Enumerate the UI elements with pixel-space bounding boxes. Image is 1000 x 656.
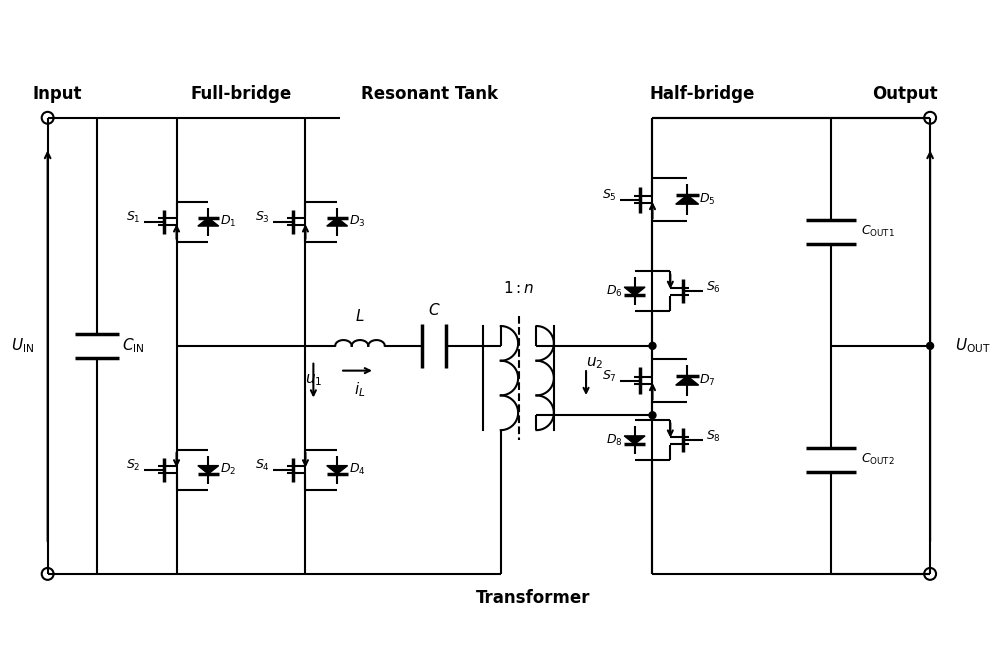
Text: $U_\mathrm{IN}$: $U_\mathrm{IN}$	[11, 337, 34, 355]
Text: $i_L$: $i_L$	[354, 380, 366, 400]
Circle shape	[649, 342, 656, 349]
Text: $L$: $L$	[355, 308, 365, 324]
Text: $S_1$: $S_1$	[126, 211, 141, 226]
Polygon shape	[624, 436, 645, 444]
Polygon shape	[198, 466, 219, 474]
Text: $D_2$: $D_2$	[220, 462, 236, 478]
Text: $D_7$: $D_7$	[699, 373, 716, 388]
Text: $S_7$: $S_7$	[602, 369, 617, 384]
Text: $S_6$: $S_6$	[706, 280, 721, 295]
Polygon shape	[624, 287, 645, 295]
Polygon shape	[327, 466, 348, 474]
Text: $C_\mathrm{OUT1}$: $C_\mathrm{OUT1}$	[861, 224, 895, 239]
Text: $D_1$: $D_1$	[220, 215, 237, 230]
Text: $C_\mathrm{IN}$: $C_\mathrm{IN}$	[122, 337, 145, 355]
Polygon shape	[327, 218, 348, 226]
Text: Half-bridge: Half-bridge	[649, 85, 755, 103]
Text: Transformer: Transformer	[476, 589, 591, 607]
Text: Full-bridge: Full-bridge	[190, 85, 292, 103]
Text: Output: Output	[873, 85, 938, 103]
Circle shape	[649, 412, 656, 419]
Text: $u_1$: $u_1$	[305, 373, 322, 388]
Text: $S_5$: $S_5$	[602, 188, 617, 203]
Text: $D_5$: $D_5$	[699, 192, 716, 207]
Text: $C$: $C$	[428, 302, 441, 318]
Text: $C_\mathrm{OUT2}$: $C_\mathrm{OUT2}$	[861, 453, 895, 468]
Polygon shape	[198, 218, 219, 226]
Text: $D_8$: $D_8$	[606, 432, 623, 447]
Polygon shape	[676, 376, 699, 385]
Text: $D_6$: $D_6$	[606, 284, 623, 299]
Text: Resonant Tank: Resonant Tank	[361, 85, 498, 103]
Text: $S_2$: $S_2$	[126, 459, 141, 474]
Text: $S_3$: $S_3$	[255, 211, 270, 226]
Text: $U_\mathrm{OUT}$: $U_\mathrm{OUT}$	[955, 337, 991, 355]
Text: $D_4$: $D_4$	[349, 462, 366, 478]
Text: $u_2$: $u_2$	[586, 356, 603, 371]
Text: $S_4$: $S_4$	[255, 459, 270, 474]
Text: Input: Input	[33, 85, 82, 103]
Circle shape	[927, 342, 934, 349]
Polygon shape	[676, 195, 699, 204]
Text: $S_8$: $S_8$	[706, 428, 721, 443]
Text: $D_3$: $D_3$	[349, 215, 366, 230]
Text: $1{:}n$: $1{:}n$	[503, 280, 534, 297]
